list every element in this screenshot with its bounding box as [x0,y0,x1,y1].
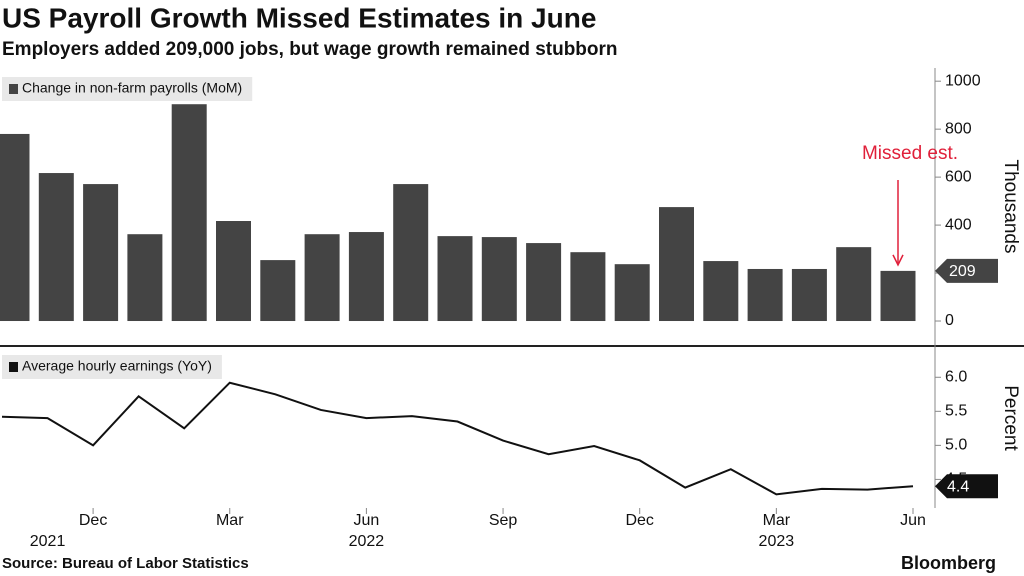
source: Source: Bureau of Labor Statistics [2,555,249,572]
bar [836,247,872,322]
y-tick-label: 400 [945,216,972,233]
axis-title: Thousands [1000,159,1021,253]
bar [437,236,473,322]
bar [0,133,30,322]
y-tick-label: 5.0 [945,437,967,454]
axis-title: Percent [1000,385,1021,451]
x-year-label: 2022 [349,533,385,550]
bar [171,104,207,322]
bar [747,268,783,322]
bar [481,237,517,322]
bar [614,264,650,322]
bar [526,243,562,322]
bar [393,184,429,322]
bar [791,268,827,322]
chart-subtitle: Employers added 209,000 jobs, but wage g… [2,39,618,60]
y-tick-label: 0 [945,312,954,329]
chart-title: US Payroll Growth Missed Estimates in Ju… [2,2,596,33]
bar [260,260,296,322]
x-tick-label: Dec [625,512,653,529]
legend-label: Change in non-farm payrolls (MoM) [22,80,242,96]
y-tick-label: 1000 [945,72,981,89]
x-tick-label: Sep [489,512,518,529]
bar [83,184,119,322]
line [1,381,914,496]
bar [127,234,163,322]
bar [703,261,739,322]
bar [880,270,916,322]
y-tick-label: 600 [945,168,972,185]
bar [659,207,694,322]
bar [216,221,251,322]
x-tick-label: Mar [763,512,791,529]
value-tag [935,474,998,499]
legend-label: Average hourly earnings (YoY) [22,358,212,374]
value-label: 209 [949,263,976,280]
bar [38,173,74,322]
legend-swatch [9,362,18,372]
annotation-arrowhead [892,254,904,267]
bar [570,252,606,322]
y-tick-label: 6.0 [945,368,967,385]
annotation: Missed est. [862,143,958,164]
x-year-label: 2023 [759,533,795,550]
x-tick-label: Jun [900,512,926,529]
x-tick-label: Jun [354,512,380,529]
legend-box [2,355,222,379]
x-tick-label: Dec [79,512,107,529]
bar [304,234,340,322]
legend-swatch [9,84,18,94]
brand: Bloomberg [901,553,996,573]
value-tag [935,258,998,283]
y-tick-label: 5.5 [945,403,967,420]
legend-box [2,77,253,101]
y-tick-label: 800 [945,120,972,137]
value-label: 4.4 [947,478,969,495]
bar [348,232,384,322]
x-year-label: 2021 [30,533,66,550]
x-tick-label: Mar [216,512,244,529]
